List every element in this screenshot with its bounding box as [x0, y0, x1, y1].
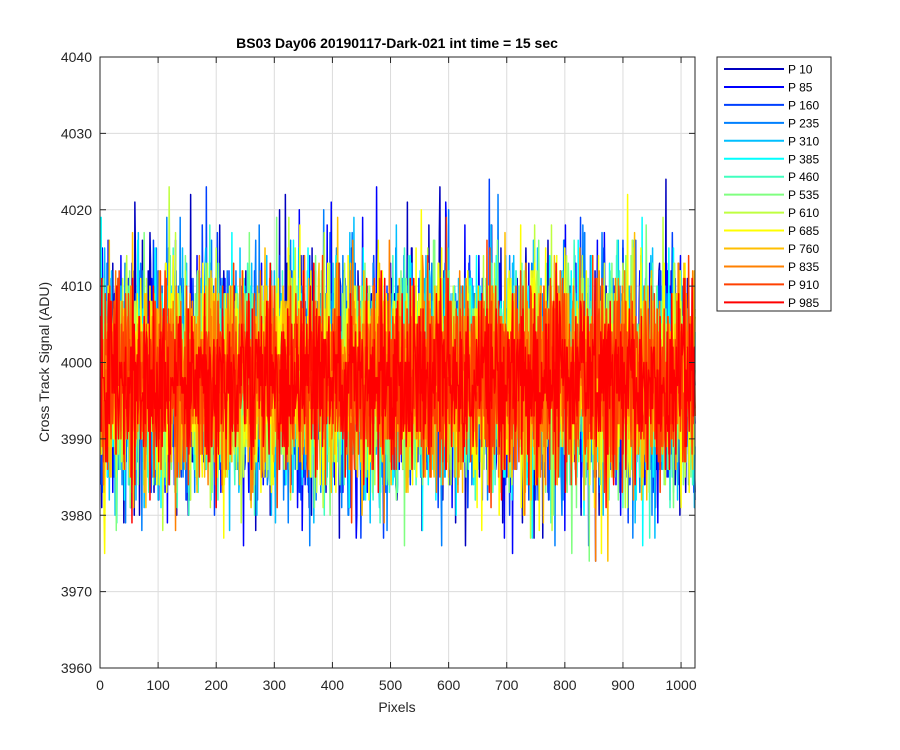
legend-box	[716, 56, 832, 312]
legend-entry: P 685	[788, 224, 819, 238]
legend-entry: P 910	[788, 278, 819, 292]
legend-entry: P 835	[788, 260, 819, 274]
legend-entry: P 310	[788, 134, 819, 148]
series-layer	[99, 178, 696, 562]
x-tick-label: 300	[263, 677, 287, 693]
x-tick-label: 200	[205, 677, 229, 693]
legend-entry: P 85	[788, 80, 813, 94]
legend-entry: P 535	[788, 188, 819, 202]
x-tick-label: 100	[146, 677, 170, 693]
y-tick-label: 4030	[61, 125, 92, 141]
x-tick-label: 1000	[665, 677, 696, 693]
legend: P 10 P 85 P 160 P 235 P 310 P 385 P 460 P 535 P …	[716, 56, 832, 312]
x-axis: 0 100 200 300 400 500 600 700 800 900 1000	[96, 57, 697, 693]
y-tick-label: 4000	[61, 355, 92, 371]
x-tick-label: 800	[553, 677, 577, 693]
y-tick-label: 3990	[61, 431, 92, 447]
legend-entry: P 10	[788, 63, 813, 77]
x-tick-label: 400	[321, 677, 345, 693]
x-tick-label: 600	[437, 677, 461, 693]
legend-entry: P 760	[788, 242, 819, 256]
legend-entry: P 385	[788, 152, 819, 166]
series-line-p985	[99, 262, 696, 524]
x-tick-label: 900	[611, 677, 635, 693]
y-tick-label: 3960	[61, 660, 92, 676]
legend-entry: P 460	[788, 170, 819, 184]
legend-entry: P 985	[788, 296, 819, 310]
legend-entry: P 160	[788, 98, 819, 112]
y-tick-label: 4010	[61, 278, 92, 294]
x-tick-label: 0	[96, 677, 104, 693]
y-tick-label: 4020	[61, 202, 92, 218]
legend-entry: P 610	[788, 206, 819, 220]
legend-entry: P 235	[788, 116, 819, 130]
y-axis-label: Cross Track Signal (ADU)	[36, 282, 52, 442]
x-tick-label: 500	[379, 677, 403, 693]
x-tick-label: 700	[495, 677, 519, 693]
chart-title: BS03 Day06 20190117-Dark-021 int time = …	[236, 35, 558, 51]
y-axis: 3960 3970 3980 3990 4000 4010 4020 4030 4040	[61, 49, 695, 676]
y-tick-label: 4040	[61, 49, 92, 65]
x-axis-label: Pixels	[378, 699, 415, 715]
y-tick-label: 3980	[61, 507, 92, 523]
y-tick-label: 3970	[61, 584, 92, 600]
